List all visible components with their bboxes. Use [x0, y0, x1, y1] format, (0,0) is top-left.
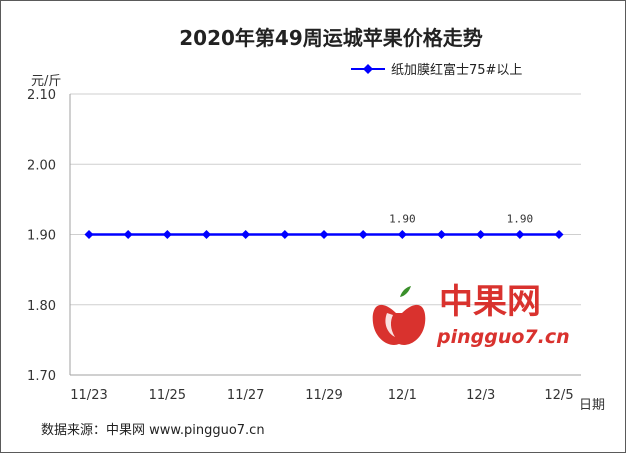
data-point [437, 230, 446, 239]
axes [69, 94, 581, 376]
data-point [241, 230, 251, 239]
x-axis-label: 日期 [579, 398, 605, 413]
data-point [554, 230, 564, 239]
x-tick-label: 11/25 [149, 388, 186, 403]
apple-leaf [400, 286, 411, 297]
watermark-name: 中果网 [439, 282, 541, 322]
x-tick-label: 11/27 [227, 388, 264, 403]
watermark-url: pingguo7.cn [436, 326, 570, 348]
apple-body [372, 304, 426, 345]
legend-marker [363, 64, 373, 74]
data-point [397, 230, 407, 239]
data-labels: 1.90 1.90 [389, 213, 533, 226]
chart-title: 2020年第49周运城苹果价格走势 [179, 26, 483, 50]
legend: 纸加膜红富士75#以上 [351, 62, 522, 78]
y-axis-unit: 元/斤 [31, 74, 61, 89]
data-point [319, 230, 329, 239]
y-tick-label: 1.70 [27, 369, 56, 384]
data-point [358, 230, 368, 239]
data-point [476, 230, 486, 239]
x-tick-label: 12/5 [544, 388, 573, 403]
data-point [515, 230, 525, 239]
apple-highlight [385, 313, 395, 337]
y-tick-label: 1.90 [27, 229, 56, 244]
y-tick-label: 2.00 [27, 158, 56, 173]
data-point [202, 230, 211, 239]
watermark: 中果网 pingguo7.cn [372, 282, 570, 348]
x-tick-labels: 11/23 11/25 11/27 11/29 12/1 12/3 12/5 [70, 388, 573, 403]
y-tick-labels: 1.70 1.80 1.90 2.00 2.10 [27, 88, 56, 384]
legend-label: 纸加膜红富士75#以上 [391, 62, 522, 78]
data-point [162, 230, 172, 239]
data-point [84, 230, 94, 239]
x-tick-label: 12/1 [388, 388, 417, 403]
x-tick-label: 11/23 [70, 388, 107, 403]
data-label: 1.90 [507, 213, 534, 226]
source-text: 数据来源：中果网 www.pingguo7.cn [41, 423, 265, 438]
x-tick-label: 11/29 [305, 388, 342, 403]
data-label: 1.90 [389, 213, 416, 226]
x-tick-label: 12/3 [466, 388, 495, 403]
y-tick-label: 1.80 [27, 299, 56, 314]
y-tick-label: 2.10 [27, 88, 56, 103]
grid [70, 93, 581, 306]
series-markers [84, 230, 564, 239]
data-point [280, 230, 290, 239]
apple-logo [372, 286, 426, 345]
data-point [123, 230, 133, 239]
